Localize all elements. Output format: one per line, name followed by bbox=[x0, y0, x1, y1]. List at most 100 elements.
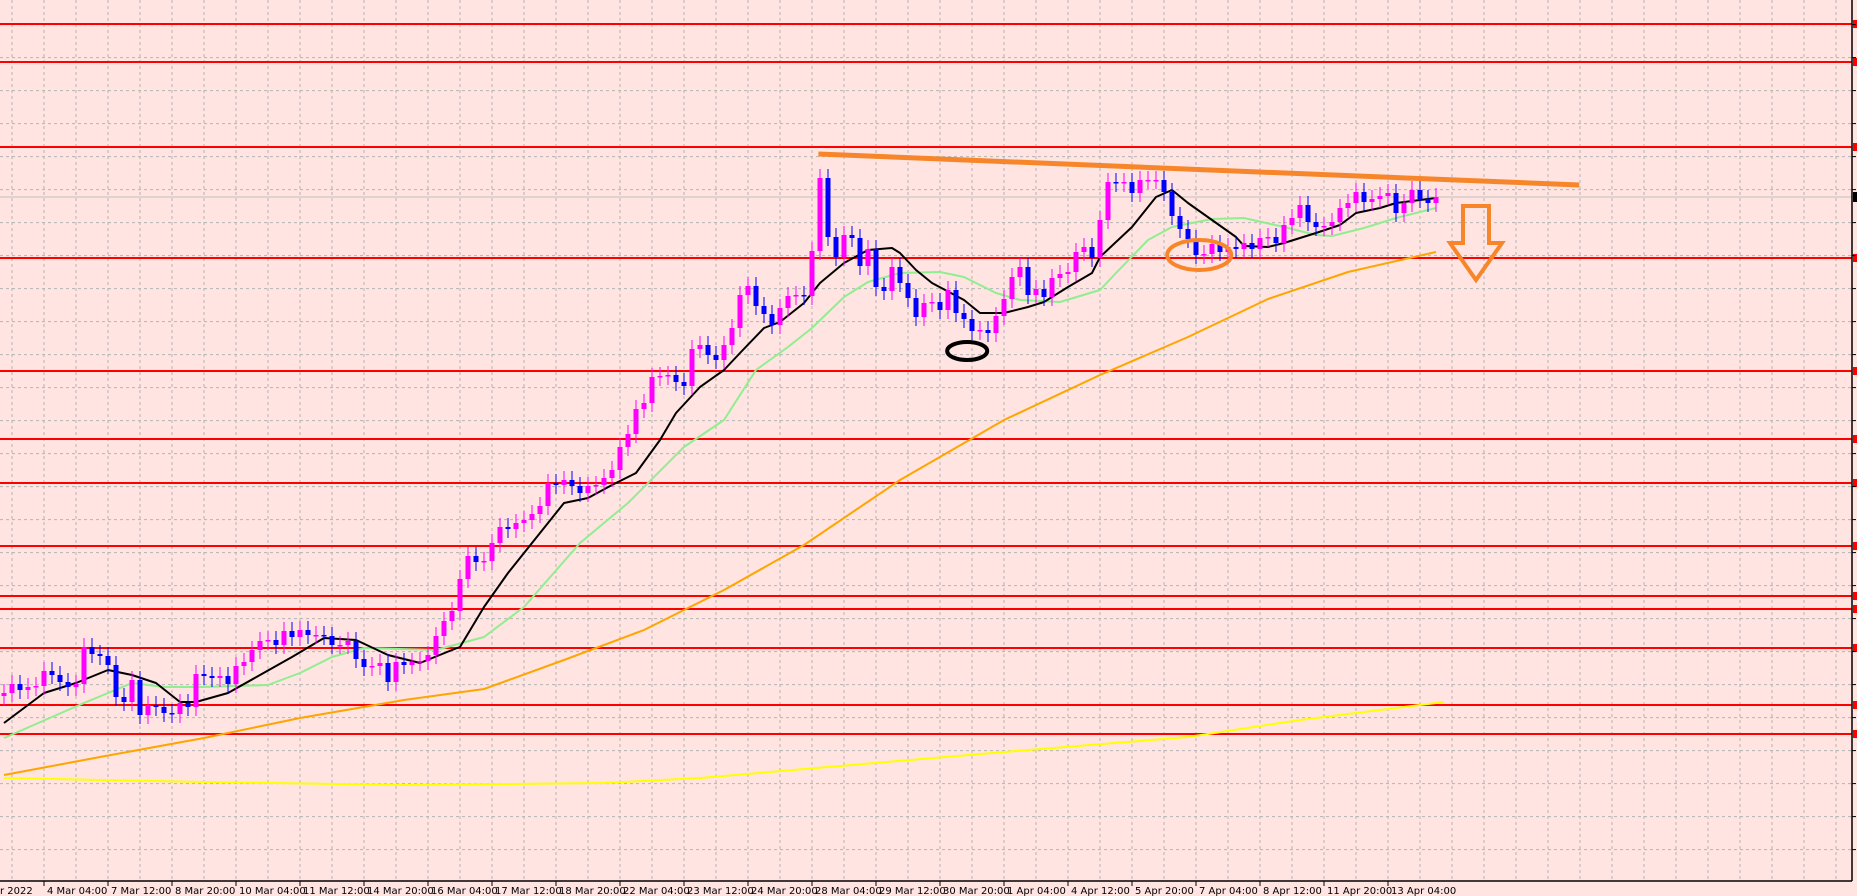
x-axis-tick-label: 7 Apr 04:00 bbox=[1199, 886, 1258, 896]
bearish-candle bbox=[1425, 190, 1431, 212]
candle-body bbox=[897, 267, 903, 283]
candle-body bbox=[1073, 252, 1079, 272]
moving-average-mid-line bbox=[3, 207, 1437, 739]
candle-body bbox=[409, 662, 415, 665]
candle-body bbox=[473, 556, 479, 562]
bullish-candle bbox=[9, 675, 15, 702]
candle-body bbox=[929, 302, 935, 304]
x-axis-tick-label: 8 Mar 20:00 bbox=[175, 886, 235, 896]
candle-body bbox=[97, 654, 103, 656]
bullish-candle bbox=[625, 425, 631, 456]
bearish-candle bbox=[137, 671, 143, 724]
x-axis-tick-label: 18 Mar 20:00 bbox=[559, 886, 626, 896]
candle-body bbox=[913, 298, 919, 317]
bearish-candle bbox=[1313, 213, 1319, 236]
bullish-candle bbox=[1105, 173, 1111, 229]
candle-body bbox=[1297, 205, 1303, 218]
candle-body bbox=[1081, 247, 1087, 252]
trendline[interactable] bbox=[818, 151, 1580, 188]
bullish-candle bbox=[1057, 265, 1063, 287]
candle-body bbox=[689, 349, 695, 386]
candle-body bbox=[321, 635, 327, 637]
candle-body bbox=[1345, 203, 1351, 208]
x-axis-tick-label: 13 Apr 04:00 bbox=[1391, 886, 1456, 896]
candle-body bbox=[1337, 208, 1343, 222]
bearish-candle bbox=[201, 665, 207, 685]
candle-body bbox=[425, 655, 431, 661]
bullish-candle bbox=[1153, 171, 1159, 189]
candle-body bbox=[201, 674, 207, 676]
bearish-candle bbox=[105, 647, 111, 674]
bullish-candle bbox=[1265, 228, 1271, 247]
candle-body bbox=[1425, 199, 1431, 203]
candle-body bbox=[265, 640, 271, 642]
candle-body bbox=[1121, 182, 1127, 184]
bullish-candle bbox=[1353, 183, 1359, 212]
bullish-candle bbox=[457, 570, 463, 620]
candle-body bbox=[969, 319, 975, 331]
bullish-candle bbox=[1, 684, 7, 705]
bullish-candle bbox=[1049, 269, 1055, 306]
down-arrow-icon[interactable] bbox=[1446, 204, 1506, 284]
bearish-candle bbox=[953, 281, 959, 322]
bearish-candle bbox=[937, 293, 943, 319]
candle-body bbox=[1353, 192, 1359, 203]
bullish-candle bbox=[745, 277, 751, 304]
candle-body bbox=[697, 345, 703, 349]
bearish-candle bbox=[873, 240, 879, 296]
x-axis-tick-label: 11 Apr 20:00 bbox=[1327, 886, 1392, 896]
candle-body bbox=[345, 641, 351, 645]
bearish-candle bbox=[385, 654, 391, 691]
candle-body bbox=[385, 663, 391, 682]
candle-body bbox=[1377, 196, 1383, 199]
moving-average-fast-line bbox=[3, 189, 1437, 724]
bullish-candle bbox=[425, 646, 431, 670]
candle-body bbox=[81, 647, 87, 684]
level-price-tag bbox=[1853, 479, 1857, 487]
bearish-candle bbox=[89, 638, 95, 663]
bullish-candle bbox=[1241, 234, 1247, 258]
candle-body bbox=[905, 283, 911, 298]
bearish-candle bbox=[401, 653, 407, 674]
candle-body bbox=[601, 478, 607, 485]
bullish-candle bbox=[1369, 190, 1375, 211]
candle-body bbox=[553, 483, 559, 485]
bullish-candle bbox=[393, 653, 399, 691]
candle-body bbox=[961, 313, 967, 319]
bullish-candle bbox=[1409, 181, 1415, 212]
level-price-tag bbox=[1853, 605, 1857, 613]
candle-body bbox=[921, 303, 927, 317]
annotations[interactable] bbox=[818, 151, 1580, 362]
moving-average-slow-line bbox=[3, 251, 1437, 776]
bullish-candle bbox=[449, 602, 455, 630]
candle-body bbox=[1273, 237, 1279, 243]
orange-ellipse-marker[interactable] bbox=[1165, 238, 1234, 272]
bearish-candle bbox=[321, 626, 327, 645]
horizontal-levels[interactable] bbox=[0, 20, 1857, 738]
bullish-candle bbox=[257, 632, 263, 659]
bullish-candle bbox=[193, 665, 199, 716]
candle-body bbox=[49, 671, 55, 675]
bearish-candle bbox=[1041, 280, 1047, 306]
bullish-candle bbox=[145, 696, 151, 724]
bearish-candle bbox=[17, 675, 23, 699]
bullish-candle bbox=[369, 657, 375, 676]
bullish-candle bbox=[865, 240, 871, 275]
black-ellipse-marker[interactable] bbox=[945, 340, 990, 362]
candle-body bbox=[577, 486, 583, 493]
bullish-candle bbox=[841, 226, 847, 266]
x-axis-tick-label: 17 Mar 12:00 bbox=[495, 886, 562, 896]
bearish-candle bbox=[1361, 183, 1367, 211]
bullish-candle bbox=[297, 621, 303, 646]
level-price-tag bbox=[1853, 435, 1857, 443]
bearish-candle bbox=[825, 169, 831, 246]
bearish-candle bbox=[305, 621, 311, 644]
bullish-candle bbox=[657, 367, 663, 386]
bullish-candle bbox=[1065, 263, 1071, 283]
candle-body bbox=[1241, 243, 1247, 249]
candle-body bbox=[217, 676, 223, 678]
moving-average-long-line bbox=[3, 701, 1445, 786]
bullish-candle bbox=[817, 169, 823, 260]
